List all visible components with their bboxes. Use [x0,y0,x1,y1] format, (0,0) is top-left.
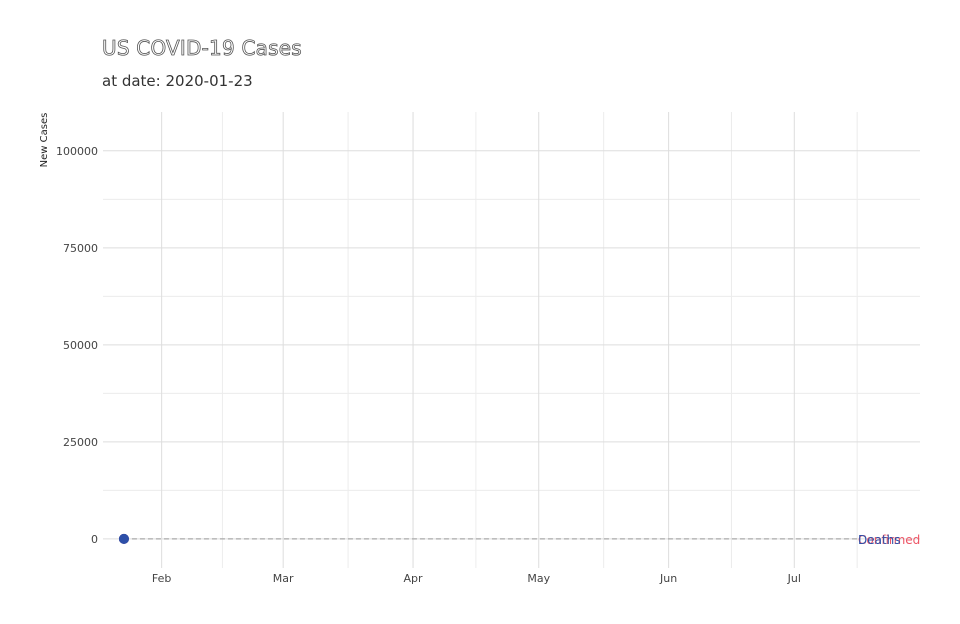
y-tick-label: 100000 [56,145,98,158]
x-tick-label: Jul [787,572,801,585]
chart-subtitle: at date: 2020-01-23 [102,72,253,90]
chart-title: US COVID-19 Cases [102,36,302,61]
y-tick-label: 25000 [63,436,98,449]
series-label-confirmed: Confirmed [858,533,920,547]
y-tick-label: 50000 [63,339,98,352]
x-tick-label: Feb [152,572,171,585]
y-tick-label: 0 [91,533,98,546]
y-axis-title: New Cases [39,113,50,168]
x-tick-label: Jun [659,572,677,585]
x-tick-label: May [527,572,550,585]
series-label-deaths: Deaths [858,533,901,547]
x-tick-label: Mar [273,572,294,585]
y-tick-label: 75000 [63,242,98,255]
data-point-top [118,533,129,544]
x-tick-label: Apr [404,572,424,585]
